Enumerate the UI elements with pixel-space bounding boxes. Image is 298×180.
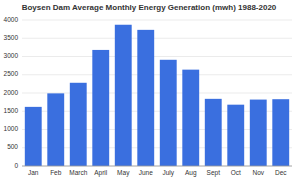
x-tick-label: March [69,169,87,176]
grid-line [22,93,292,94]
bar [272,99,289,166]
x-tick-label: Sept [207,169,221,177]
bar [25,107,42,166]
y-tick-label: 1000 [4,125,19,132]
grid-line [22,74,292,75]
bar [160,60,177,166]
bars [25,25,289,166]
bar [70,83,87,166]
grid [22,20,292,166]
y-tick-label: 3500 [4,34,19,41]
chart-container: Boysen Dam Average Monthly Energy Genera… [0,0,298,180]
grid-line [22,20,292,21]
x-axis-line [22,166,292,167]
x-tick-label: April [94,169,108,177]
y-tick-label: 3000 [4,52,19,59]
y-axis-labels: 0 500 1000 1500 2000 2500 3000 3500 4000 [4,16,19,169]
bar [227,105,244,166]
y-tick-label: 4000 [4,16,19,23]
x-axis-labels: Jan Feb March April May June July Aug Sept Oct Nov… [28,169,287,177]
x-tick-label: July [162,169,174,177]
x-tick-label: Oct [231,169,241,176]
chart-title: Boysen Dam Average Monthly Energy Genera… [22,3,277,12]
x-tick-label: Feb [50,169,62,176]
chart-svg: Boysen Dam Average Monthly Energy Genera… [0,0,298,180]
grid-line [22,56,292,57]
bar [115,25,132,166]
bar [205,99,222,166]
x-tick-label: Nov [252,169,264,176]
y-tick-label: 2500 [4,70,19,77]
bar [182,70,199,166]
bar [250,100,267,166]
y-tick-label: 2000 [4,89,19,96]
grid-line [22,38,292,39]
y-tick-label: 500 [7,143,18,150]
y-tick-label: 0 [14,162,18,169]
bar [92,50,109,166]
x-tick-label: Jan [28,169,39,176]
x-tick-label: Aug [185,169,197,177]
y-tick-label: 1500 [4,107,19,114]
x-tick-label: June [139,169,153,176]
x-tick-label: Dec [275,169,287,176]
bar [47,93,64,166]
bar [137,30,154,166]
grid-line [22,166,292,167]
x-tick-label: May [117,169,130,177]
